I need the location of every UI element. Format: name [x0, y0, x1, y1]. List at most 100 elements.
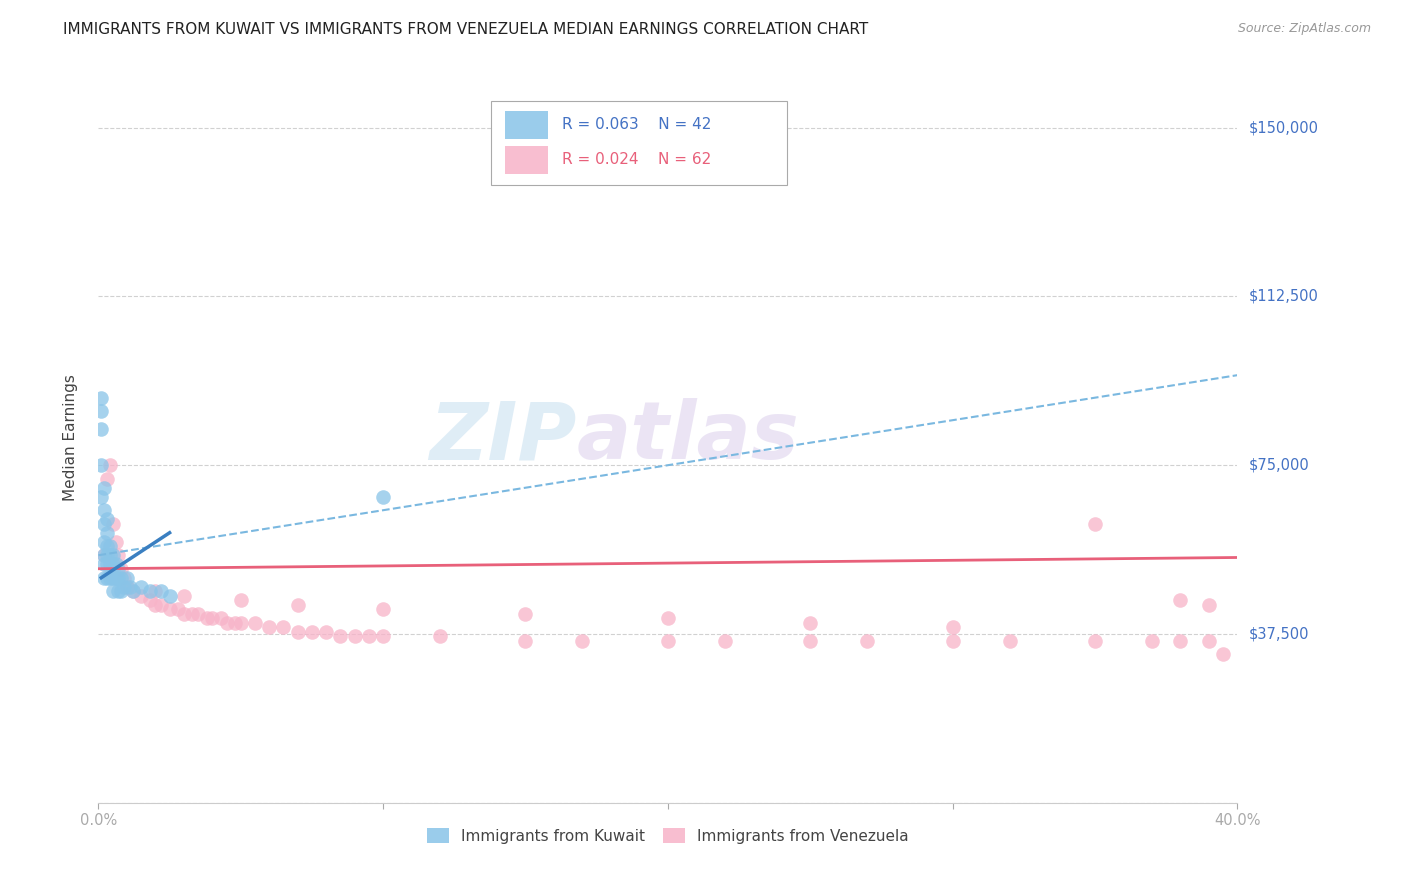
Point — [229, 615, 252, 630]
Point — [101, 516, 124, 531]
Point — [224, 615, 246, 630]
Text: $37,500: $37,500 — [1249, 626, 1309, 641]
Point — [201, 611, 224, 625]
Point — [159, 602, 181, 616]
Point — [856, 633, 879, 648]
Point — [107, 562, 129, 576]
Point — [181, 607, 204, 621]
Point — [357, 629, 380, 643]
Text: IMMIGRANTS FROM KUWAIT VS IMMIGRANTS FROM VENEZUELA MEDIAN EARNINGS CORRELATION : IMMIGRANTS FROM KUWAIT VS IMMIGRANTS FRO… — [63, 22, 869, 37]
Point — [515, 633, 537, 648]
Point — [96, 548, 118, 562]
Point — [1084, 516, 1107, 531]
Text: Source: ZipAtlas.com: Source: ZipAtlas.com — [1237, 22, 1371, 36]
Point — [93, 481, 115, 495]
Point — [101, 558, 124, 572]
Point — [187, 607, 209, 621]
Point — [104, 534, 127, 549]
Point — [101, 584, 124, 599]
Point — [571, 633, 593, 648]
Point — [998, 633, 1021, 648]
Point — [343, 629, 366, 643]
Point — [287, 598, 309, 612]
Point — [110, 562, 132, 576]
Point — [150, 598, 173, 612]
FancyBboxPatch shape — [505, 146, 548, 174]
Point — [129, 580, 152, 594]
Point — [1084, 633, 1107, 648]
Text: atlas: atlas — [576, 398, 800, 476]
Point — [799, 633, 821, 648]
FancyBboxPatch shape — [491, 101, 787, 185]
Point — [96, 539, 118, 553]
Point — [329, 629, 352, 643]
Point — [93, 571, 115, 585]
Point — [93, 548, 115, 562]
Point — [98, 548, 121, 562]
Y-axis label: Median Earnings: Median Earnings — [63, 374, 77, 500]
Point — [96, 571, 118, 585]
Point — [273, 620, 295, 634]
Point — [215, 615, 238, 630]
Point — [110, 584, 132, 599]
Point — [159, 589, 181, 603]
Point — [101, 548, 124, 562]
Point — [90, 458, 112, 473]
Point — [93, 558, 115, 572]
Point — [90, 490, 112, 504]
Point — [657, 611, 679, 625]
Point — [515, 607, 537, 621]
Point — [98, 458, 121, 473]
Point — [104, 558, 127, 572]
Point — [93, 534, 115, 549]
Point — [195, 611, 218, 625]
Point — [107, 584, 129, 599]
Point — [138, 584, 160, 599]
Point — [942, 620, 965, 634]
Point — [96, 558, 118, 572]
Point — [115, 580, 138, 594]
Point — [1212, 647, 1234, 661]
Point — [287, 624, 309, 639]
Text: R = 0.063    N = 42: R = 0.063 N = 42 — [562, 117, 711, 132]
Text: ZIP: ZIP — [429, 398, 576, 476]
Text: R = 0.024    N = 62: R = 0.024 N = 62 — [562, 153, 711, 168]
Point — [104, 571, 127, 585]
Point — [1170, 633, 1192, 648]
Point — [429, 629, 451, 643]
Point — [121, 584, 143, 599]
Point — [138, 593, 160, 607]
Point — [118, 580, 141, 594]
Point — [315, 624, 337, 639]
Point — [129, 589, 152, 603]
Point — [167, 602, 190, 616]
Point — [243, 615, 266, 630]
Point — [1198, 633, 1220, 648]
Point — [301, 624, 323, 639]
Point — [112, 580, 135, 594]
Point — [145, 598, 167, 612]
Point — [96, 525, 118, 540]
Point — [115, 571, 138, 585]
Point — [90, 422, 112, 436]
Point — [110, 571, 132, 585]
Point — [209, 611, 232, 625]
Point — [98, 571, 121, 585]
Point — [373, 490, 395, 504]
FancyBboxPatch shape — [505, 111, 548, 138]
Point — [93, 516, 115, 531]
Point — [173, 607, 195, 621]
Point — [93, 548, 115, 562]
Point — [90, 404, 112, 418]
Text: $150,000: $150,000 — [1249, 120, 1319, 135]
Point — [150, 584, 173, 599]
Legend: Immigrants from Kuwait, Immigrants from Venezuela: Immigrants from Kuwait, Immigrants from … — [422, 822, 914, 850]
Point — [173, 589, 195, 603]
Point — [101, 571, 124, 585]
Point — [799, 615, 821, 630]
Point — [96, 472, 118, 486]
Point — [229, 593, 252, 607]
Point — [714, 633, 737, 648]
Point — [373, 602, 395, 616]
Text: $75,000: $75,000 — [1249, 458, 1309, 473]
